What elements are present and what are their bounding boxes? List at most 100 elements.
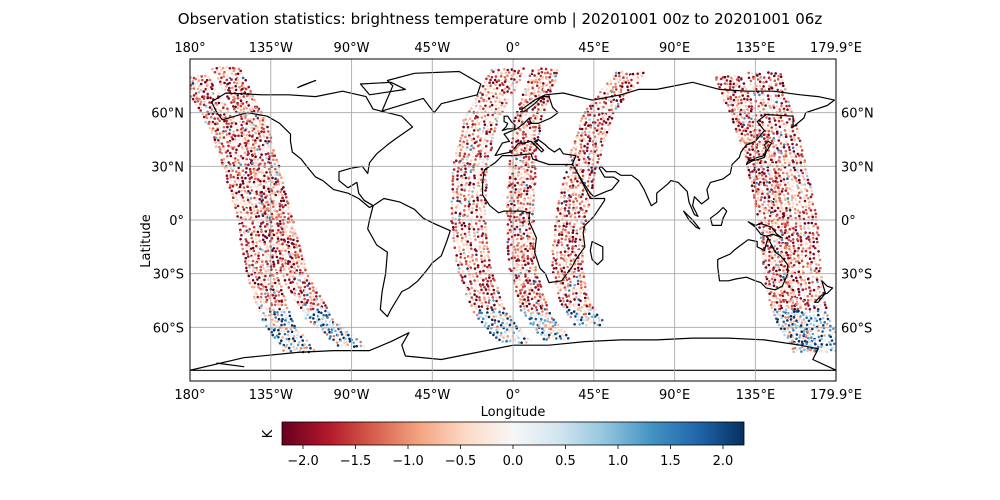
- observation-point: [241, 82, 245, 85]
- observation-point: [539, 99, 543, 103]
- observation-point: [788, 117, 791, 121]
- observation-point: [602, 117, 606, 121]
- observation-point: [452, 161, 456, 164]
- observation-point: [587, 308, 590, 312]
- observation-point: [812, 319, 816, 323]
- observation-point: [278, 332, 281, 336]
- observation-point: [309, 295, 312, 299]
- observation-point: [242, 86, 246, 90]
- observation-point: [546, 96, 550, 100]
- observation-point: [617, 80, 620, 84]
- observation-point: [227, 122, 230, 126]
- observation-point: [788, 208, 792, 212]
- observation-point: [515, 268, 519, 272]
- observation-point: [249, 208, 252, 212]
- observation-point: [750, 138, 753, 142]
- observation-point: [489, 72, 492, 75]
- observation-point: [584, 161, 587, 164]
- observation-point: [256, 126, 259, 129]
- observation-point: [284, 268, 288, 272]
- observation-point: [318, 314, 322, 317]
- observation-point: [487, 285, 490, 288]
- observation-point: [474, 158, 477, 161]
- observation-point: [570, 311, 573, 315]
- observation-point: [260, 196, 264, 200]
- observation-point: [282, 349, 285, 352]
- observation-point: [772, 184, 776, 188]
- observation-point: [528, 279, 531, 282]
- observation-point: [276, 160, 280, 164]
- observation-point: [509, 212, 513, 215]
- observation-point: [253, 281, 257, 285]
- observation-point: [462, 248, 465, 252]
- observation-point: [605, 130, 609, 134]
- observation-point: [249, 170, 252, 174]
- observation-point: [239, 69, 242, 73]
- observation-point: [251, 279, 255, 282]
- observation-point: [216, 117, 220, 120]
- observation-point: [560, 202, 564, 205]
- observation-point: [625, 72, 628, 76]
- observation-point: [533, 80, 537, 84]
- observation-point: [266, 213, 270, 216]
- observation-point: [585, 107, 589, 111]
- observation-point: [232, 69, 236, 73]
- observation-point: [802, 193, 805, 196]
- observation-point: [558, 296, 561, 300]
- observation-point: [506, 240, 510, 244]
- observation-point: [484, 201, 488, 205]
- observation-point: [472, 129, 476, 132]
- observation-point: [494, 117, 497, 121]
- observation-point: [237, 134, 240, 137]
- observation-point: [532, 191, 536, 194]
- observation-point: [247, 85, 250, 89]
- observation-point: [467, 264, 471, 268]
- observation-point: [773, 154, 776, 157]
- observation-point: [359, 344, 363, 348]
- observation-point: [576, 318, 579, 322]
- observation-point: [824, 306, 828, 310]
- observation-point: [261, 264, 265, 267]
- observation-point: [520, 263, 524, 267]
- observation-point: [290, 342, 293, 346]
- observation-point: [279, 266, 283, 270]
- observation-point: [788, 104, 791, 108]
- observation-point: [184, 78, 187, 81]
- observation-point: [199, 106, 203, 110]
- observation-point: [767, 133, 770, 137]
- observation-point: [792, 227, 795, 230]
- observation-point: [780, 151, 783, 155]
- observation-point: [596, 118, 600, 122]
- observation-point: [461, 279, 464, 282]
- observation-point: [283, 225, 286, 229]
- observation-point: [460, 239, 464, 243]
- observation-point: [308, 287, 312, 291]
- observation-point: [252, 109, 256, 113]
- observation-point: [573, 267, 577, 271]
- observation-point: [484, 301, 488, 304]
- observation-point: [551, 264, 554, 267]
- observation-point: [238, 185, 242, 189]
- observation-point: [275, 205, 278, 209]
- observation-point: [474, 222, 478, 225]
- observation-point: [542, 97, 546, 101]
- observation-point: [249, 91, 252, 95]
- observation-point: [297, 340, 301, 344]
- observation-point: [528, 302, 531, 306]
- observation-point: [274, 213, 278, 216]
- observation-point: [234, 138, 237, 141]
- observation-point: [524, 133, 527, 136]
- observation-point: [462, 214, 465, 217]
- observation-point: [817, 269, 821, 273]
- observation-point: [585, 149, 589, 152]
- observation-point: [492, 299, 495, 302]
- observation-point: [251, 255, 254, 259]
- observation-point: [244, 256, 248, 260]
- observation-point: [528, 292, 531, 296]
- observation-point: [828, 319, 832, 323]
- observation-point: [774, 143, 778, 147]
- observation-point: [458, 214, 461, 218]
- observation-point: [484, 162, 488, 166]
- observation-point: [483, 173, 487, 177]
- observation-point: [615, 99, 619, 102]
